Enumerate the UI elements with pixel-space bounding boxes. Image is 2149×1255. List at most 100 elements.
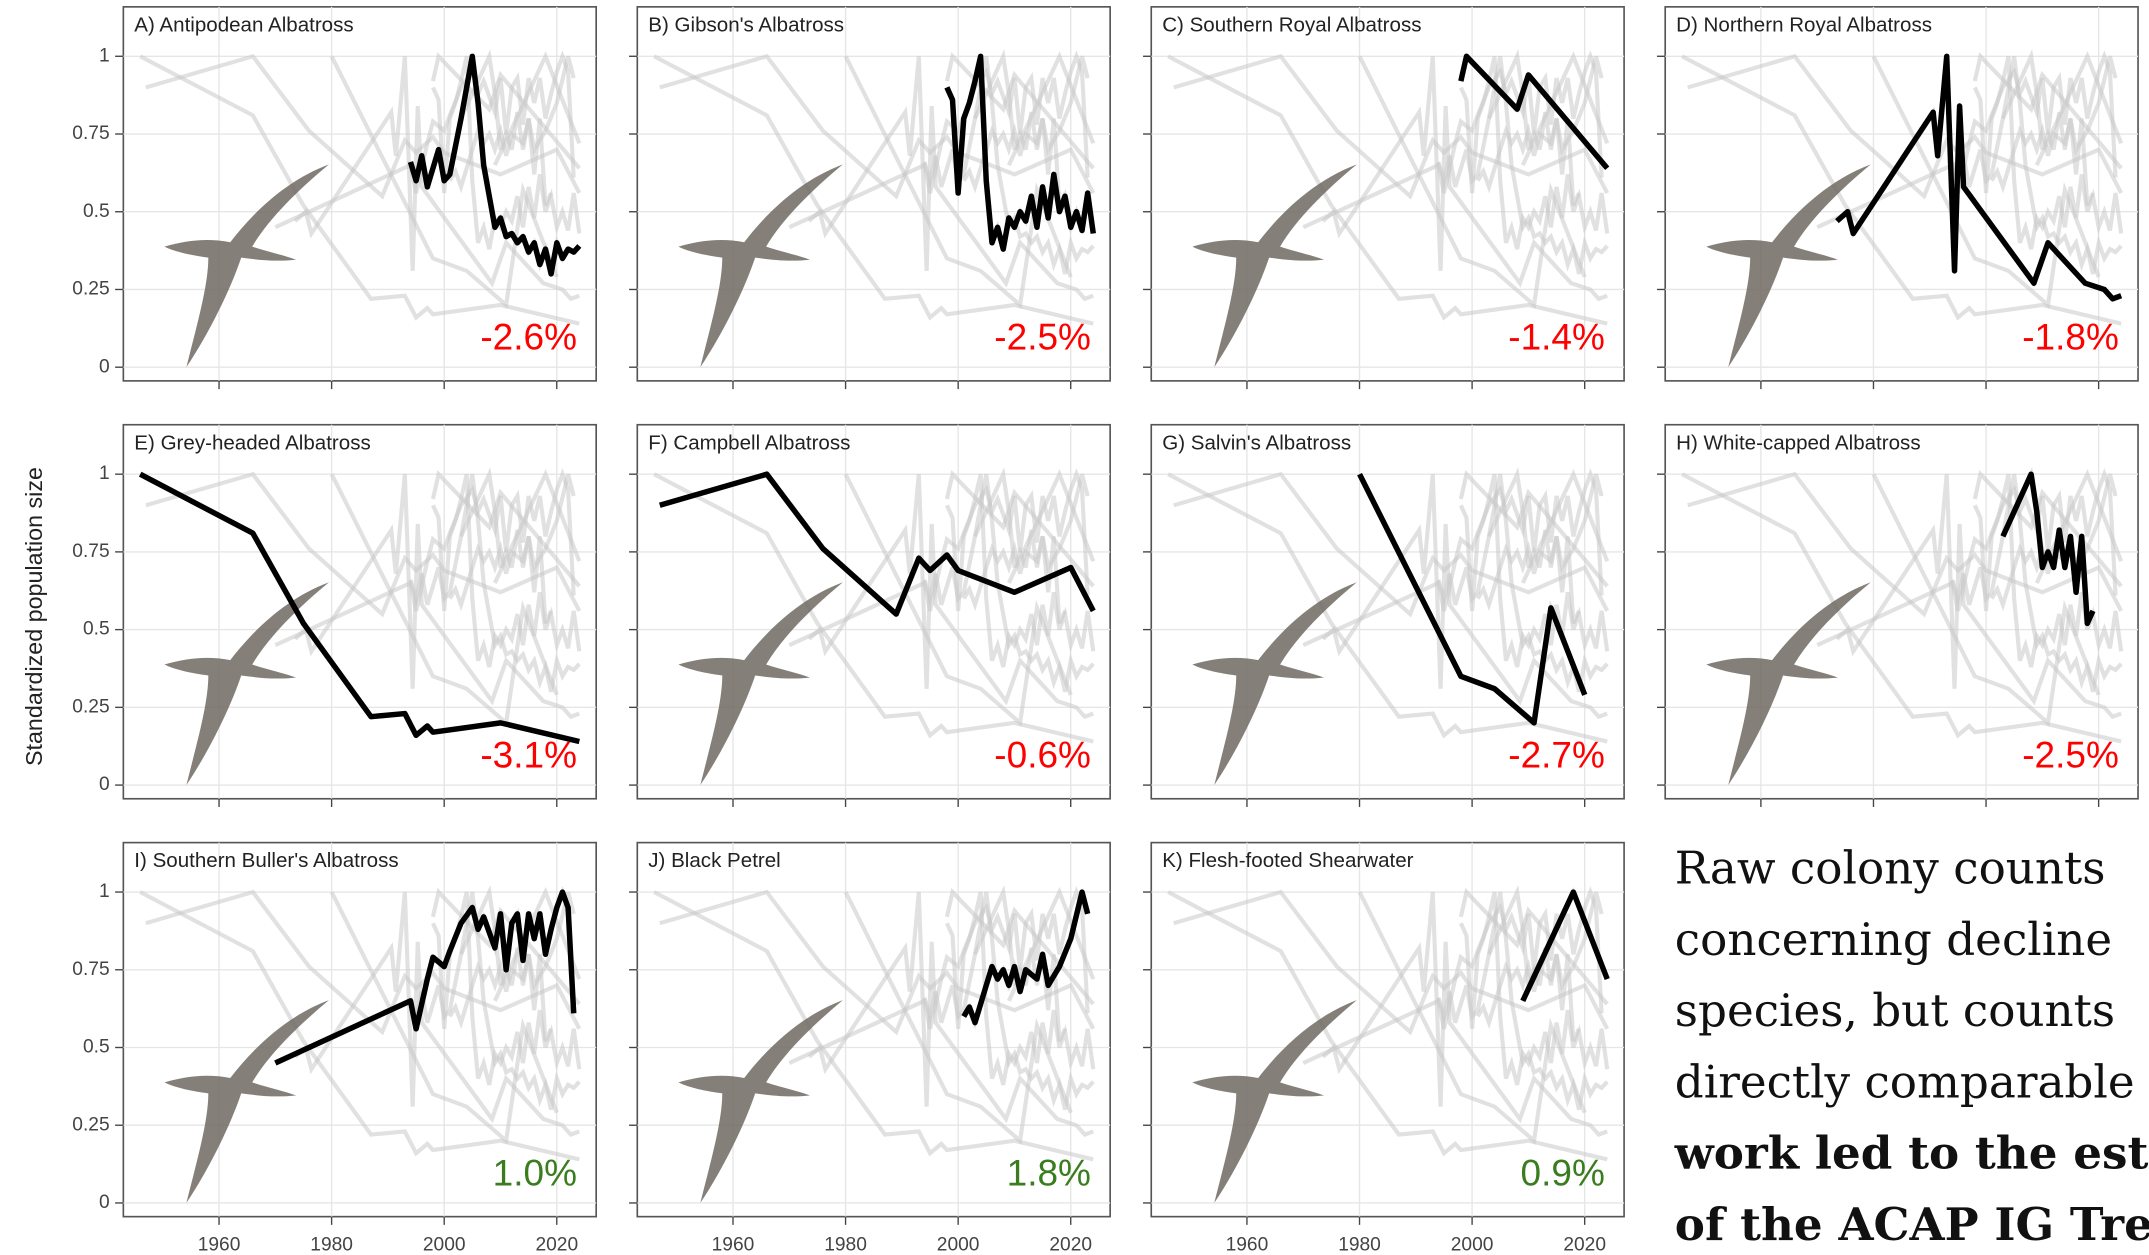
background-line bbox=[843, 473, 1073, 727]
side-text-line: Raw colony counts bbox=[1675, 842, 2106, 895]
y-tick-label: 0 bbox=[99, 1192, 110, 1213]
background-line bbox=[274, 50, 576, 230]
bird-image bbox=[1706, 582, 1871, 786]
bird-image bbox=[1706, 164, 1871, 368]
background-line bbox=[807, 474, 1094, 720]
panel: 0 0.25 0.5 0.75 1 A) Antipodean Albatross -2.6… bbox=[72, 6, 598, 390]
x-tick-label: 2020 bbox=[1563, 1234, 1606, 1255]
plot-area bbox=[1681, 49, 2124, 368]
background-line bbox=[1321, 56, 1608, 302]
panel: 0 0.25 0.5 0.75 1 E) Grey-headed Albatross -3.… bbox=[72, 423, 598, 807]
background-line bbox=[145, 471, 582, 618]
background-line bbox=[1681, 472, 2122, 744]
panel-title: K) Flesh-footed Shearwater bbox=[1162, 849, 1413, 872]
side-text: Raw colony counts concerning decline speci… bbox=[1674, 842, 2149, 1251]
trend-annotation: -2.6% bbox=[480, 317, 577, 358]
trend-annotation: -1.8% bbox=[2022, 317, 2119, 358]
background-line bbox=[1302, 886, 1604, 1065]
trend-annotation: -1.4% bbox=[1508, 317, 1605, 358]
background-line bbox=[329, 473, 559, 727]
background-line bbox=[1302, 50, 1604, 230]
background-line bbox=[274, 468, 576, 648]
background-line bbox=[2034, 51, 2124, 166]
y-tick-label: 0.75 bbox=[72, 541, 109, 562]
bird-image bbox=[678, 164, 843, 368]
series-line bbox=[961, 889, 1091, 1026]
background-line bbox=[2034, 468, 2124, 584]
background-line bbox=[1167, 472, 1608, 744]
x-tick-label: 1980 bbox=[824, 1234, 867, 1255]
background-line bbox=[1835, 474, 2122, 720]
panel-title: C) Southern Royal Albatross bbox=[1162, 13, 1421, 36]
side-text-line: concerning decline bbox=[1675, 913, 2112, 966]
trend-annotation: 1.8% bbox=[1007, 1152, 1091, 1193]
plot-area bbox=[1167, 884, 1610, 1203]
background-line bbox=[1520, 468, 1610, 584]
side-text-bold: work led to the esta bbox=[1674, 1127, 2149, 1180]
background-line bbox=[659, 53, 1096, 200]
panel-title: B) Gibson's Albatross bbox=[648, 13, 844, 36]
trend-annotation: -3.1% bbox=[480, 734, 577, 775]
background-line bbox=[807, 56, 1094, 302]
background-line bbox=[1687, 471, 2124, 618]
background-line bbox=[1816, 50, 2118, 230]
plot-area bbox=[139, 884, 582, 1203]
bird-image bbox=[678, 582, 843, 786]
background-line bbox=[1816, 468, 2118, 648]
panel: C) Southern Royal Albatross -1.4% bbox=[1143, 6, 1625, 390]
side-text-line: directly comparable bbox=[1675, 1055, 2135, 1108]
y-tick-label: 0.25 bbox=[72, 696, 109, 717]
background-line bbox=[659, 889, 1096, 1036]
y-tick-label: 1 bbox=[99, 45, 110, 66]
trend-annotation: -2.5% bbox=[994, 317, 1091, 358]
panel: F) Campbell Albatross -0.6% bbox=[629, 423, 1111, 807]
background-line bbox=[788, 468, 1090, 648]
x-tick-label: 2000 bbox=[423, 1234, 466, 1255]
plot-area bbox=[653, 49, 1096, 368]
y-tick-label: 0.25 bbox=[72, 279, 109, 300]
background-line bbox=[145, 53, 582, 200]
panel-title: D) Northern Royal Albatross bbox=[1676, 13, 1932, 36]
background-line bbox=[1302, 468, 1604, 648]
y-tick-label: 0 bbox=[99, 774, 110, 795]
trend-annotation: -2.7% bbox=[1508, 734, 1605, 775]
y-axis-label: Standardized population size bbox=[21, 467, 47, 766]
background-line bbox=[807, 891, 1094, 1137]
series-line bbox=[1835, 53, 2123, 302]
series-line bbox=[274, 889, 577, 1066]
plot-area bbox=[653, 884, 1096, 1203]
background-line bbox=[1681, 54, 2122, 326]
series-line bbox=[138, 471, 580, 745]
side-text-bold: of the ACAP IG Tre bbox=[1675, 1198, 2149, 1251]
background-line bbox=[329, 55, 559, 309]
series-line bbox=[659, 471, 1096, 617]
background-line bbox=[788, 886, 1090, 1065]
x-tick-label: 2000 bbox=[1451, 1234, 1494, 1255]
background-line bbox=[843, 891, 1073, 1145]
background-line bbox=[1006, 886, 1096, 1002]
panel: 1960 1980 2000 2020 J) Black Petrel 1.8% bbox=[629, 841, 1111, 1255]
background-line bbox=[293, 474, 581, 720]
panel-title: E) Grey-headed Albatross bbox=[134, 431, 370, 454]
background-line bbox=[329, 891, 559, 1145]
y-tick-label: 0.5 bbox=[83, 619, 110, 640]
panel-title: A) Antipodean Albatross bbox=[134, 13, 353, 36]
panel: G) Salvin's Albatross -2.7% bbox=[1143, 423, 1625, 807]
x-tick-label: 1960 bbox=[198, 1234, 241, 1255]
plot-area bbox=[138, 467, 582, 786]
plot-area bbox=[1167, 467, 1610, 786]
bird-image bbox=[678, 1000, 843, 1203]
panel-title: I) Southern Buller's Albatross bbox=[134, 849, 398, 872]
trend-annotation: 1.0% bbox=[493, 1152, 577, 1193]
background-line bbox=[1520, 51, 1610, 166]
panel-title: G) Salvin's Albatross bbox=[1162, 431, 1351, 454]
background-line bbox=[1321, 891, 1608, 1137]
series-line bbox=[407, 53, 582, 277]
y-tick-label: 1 bbox=[99, 463, 110, 484]
x-tick-label: 2020 bbox=[1049, 1234, 1092, 1255]
panel: B) Gibson's Albatross -2.5% bbox=[629, 6, 1111, 390]
plot-area bbox=[1167, 49, 1610, 368]
background-line bbox=[653, 890, 1094, 1162]
